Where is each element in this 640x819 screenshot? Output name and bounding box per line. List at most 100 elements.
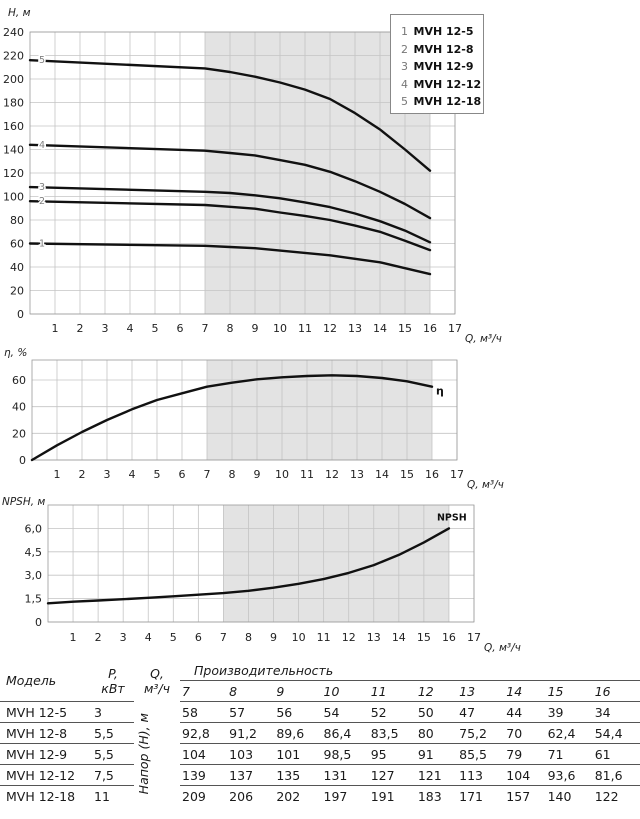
value-cell: 157 <box>504 785 546 806</box>
value-cell: 89,6 <box>274 722 322 744</box>
x-tick-label: 15 <box>400 468 414 481</box>
model-cell: MVH 12-8 <box>0 722 92 744</box>
y-axis-label: H, м <box>8 7 31 19</box>
y-tick-label: 20 <box>10 285 24 298</box>
value-cell: 183 <box>415 785 458 806</box>
model-cell: MVH 12-18 <box>0 785 92 806</box>
x-tick-label: 15 <box>417 631 431 644</box>
value-cell: 52 <box>368 701 416 723</box>
series-line <box>28 143 432 220</box>
value-cell: 34 <box>592 701 640 723</box>
x-tick-label: 3 <box>104 468 111 481</box>
flow-value: 11 <box>368 680 416 702</box>
value-cell: 113 <box>457 764 505 786</box>
y-tick-label: 0 <box>35 616 42 629</box>
legend-item: 1 MVH 12-5 <box>401 25 474 38</box>
value-cell: 50 <box>415 701 458 723</box>
x-axis-label: Q, м³/ч <box>467 479 504 491</box>
x-tick-label: 17 <box>467 631 481 644</box>
value-cell: 86,4 <box>321 722 369 744</box>
x-tick-label: 1 <box>54 468 61 481</box>
x-tick-label: 14 <box>375 468 389 481</box>
flow-value: 16 <box>592 680 640 702</box>
value-cell: 81,6 <box>592 764 640 786</box>
y-tick-label: 20 <box>12 427 26 440</box>
x-tick-label: 4 <box>127 322 134 335</box>
table-row: MVH 12-9 5,5 104 103 101 98,5 95 91 85,5… <box>0 743 640 765</box>
npsh-chart: 01,53,04,56,01 2 3 4 5 6 7 8 9 10 11 12 13 14 15 16 17Q,… <box>2 496 521 654</box>
series-number-label: 2 <box>39 196 45 207</box>
value-cell: 121 <box>415 764 458 786</box>
y-tick-label: 140 <box>3 144 24 157</box>
y-tick-label: 60 <box>12 374 26 387</box>
value-cell: 57 <box>227 701 275 723</box>
x-tick-label: 1 <box>70 631 77 644</box>
x-tick-label: 8 <box>227 322 234 335</box>
table-flow-row: 7 8 9 10 11 12 13 14 15 16 <box>0 680 640 702</box>
x-tick-label: 10 <box>292 631 306 644</box>
model-cell: MVH 12-9 <box>0 743 92 765</box>
series-end-label: η <box>436 385 444 398</box>
flow-value: 13 <box>457 680 505 702</box>
series-number-label: 4 <box>39 140 45 151</box>
value-cell: 103 <box>227 743 275 765</box>
value-cell: 91,2 <box>227 722 275 744</box>
x-tick-label: 5 <box>154 468 161 481</box>
y-tick-label: 100 <box>3 191 24 204</box>
value-cell: 83,5 <box>368 722 416 744</box>
x-tick-label: 3 <box>120 631 127 644</box>
x-tick-label: 4 <box>129 468 136 481</box>
value-cell: 80 <box>415 722 458 744</box>
header-power: P, кВт <box>101 665 125 696</box>
table-row: MVH 12-12 7,5 139 137 135 131 127 121 11… <box>0 764 640 786</box>
series-line <box>28 59 432 172</box>
flow-value: 7 <box>180 680 228 702</box>
head-axis-label: Напор (H), м <box>136 713 151 795</box>
flow-value: 10 <box>321 680 369 702</box>
value-cell: 137 <box>227 764 275 786</box>
flow-value: 9 <box>274 680 322 702</box>
y-tick-label: 200 <box>3 73 24 86</box>
value-cell: 47 <box>457 701 505 723</box>
series-number-label: 1 <box>39 239 45 250</box>
plot-frame <box>47 504 475 623</box>
x-tick-label: 1 <box>52 322 59 335</box>
flow-value: 8 <box>227 680 275 702</box>
power-cell: 3 <box>92 701 134 723</box>
series-line <box>28 185 432 244</box>
y-tick-label: 80 <box>10 214 24 227</box>
x-tick-label: 5 <box>170 631 177 644</box>
y-tick-label: 40 <box>10 261 24 274</box>
flow-value: 12 <box>415 680 458 702</box>
value-cell: 140 <box>545 785 593 806</box>
y-tick-label: 0 <box>17 308 24 321</box>
x-tick-label: 2 <box>95 631 102 644</box>
flow-value: 14 <box>504 680 546 702</box>
value-cell: 95 <box>368 743 416 765</box>
plot-frame <box>29 31 456 315</box>
model-cell: MVH 12-12 <box>0 764 92 786</box>
y-tick-label: 60 <box>10 238 24 251</box>
y-tick-label: 220 <box>3 50 24 63</box>
value-cell: 92,8 <box>180 722 228 744</box>
x-tick-label: 6 <box>177 322 184 335</box>
x-tick-label: 10 <box>275 468 289 481</box>
x-tick-label: 12 <box>323 322 337 335</box>
value-cell: 62,4 <box>545 722 593 744</box>
y-tick-label: 6,0 <box>25 522 43 535</box>
x-tick-label: 13 <box>348 322 362 335</box>
y-axis-label: NPSH, м <box>2 496 45 508</box>
legend-item: 3 MVH 12-9 <box>401 60 474 73</box>
value-cell: 131 <box>321 764 369 786</box>
x-tick-label: 2 <box>79 468 86 481</box>
x-tick-label: 3 <box>102 322 109 335</box>
x-tick-label: 11 <box>300 468 314 481</box>
plot-frame <box>31 359 458 461</box>
x-tick-label: 12 <box>325 468 339 481</box>
value-cell: 39 <box>545 701 593 723</box>
x-axis-label: Q, м³/ч <box>484 642 521 654</box>
power-cell: 5,5 <box>92 722 134 744</box>
value-cell: 79 <box>504 743 546 765</box>
